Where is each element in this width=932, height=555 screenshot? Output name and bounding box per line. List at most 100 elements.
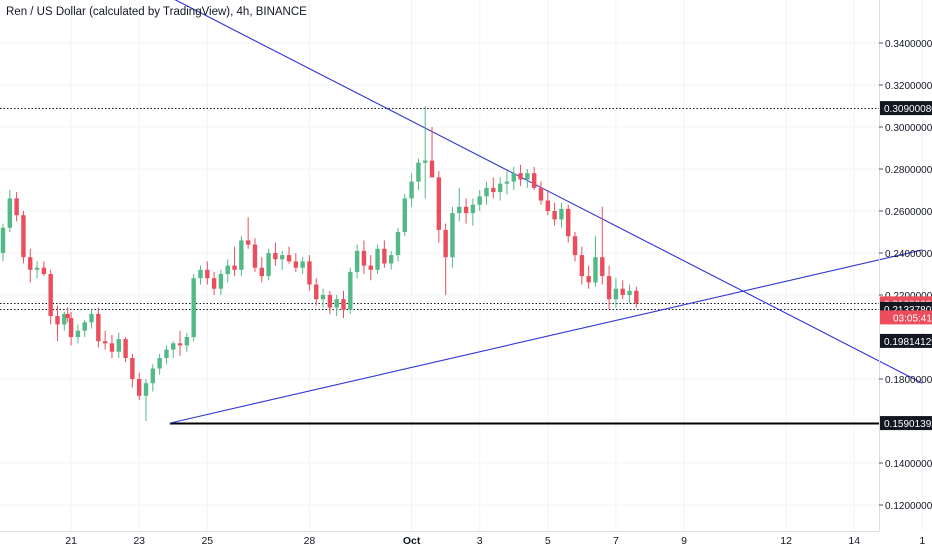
candle: [273, 242, 278, 266]
candle: [130, 353, 135, 388]
countdown-label: 03:05:41: [893, 313, 932, 324]
candle: [143, 379, 149, 421]
candle: [463, 198, 469, 224]
candle: [620, 280, 625, 300]
candle-body: [211, 278, 217, 289]
candle: [566, 204, 571, 243]
candle-body: [572, 236, 578, 256]
candle: [361, 240, 367, 274]
candle-body: [239, 240, 244, 270]
candle: [613, 278, 619, 308]
candle-body: [429, 160, 435, 178]
candle: [293, 253, 299, 272]
trendline-ascending: [169, 249, 923, 424]
candle: [531, 166, 537, 190]
candle-body: [484, 187, 489, 197]
candle: [96, 307, 101, 348]
candle: [102, 330, 108, 350]
candle-body: [416, 162, 421, 182]
candle-body: [627, 290, 632, 295]
candle-body: [300, 261, 305, 268]
x-tick-label: 9: [681, 535, 687, 547]
y-tick-label: 0.12000000: [885, 501, 932, 512]
candle: [470, 198, 476, 226]
candle-body: [348, 271, 353, 310]
candle: [75, 324, 81, 344]
candle-body: [613, 288, 619, 300]
candle-body: [477, 196, 482, 205]
candle: [559, 202, 564, 228]
candle-body: [198, 269, 203, 279]
candle-body: [177, 343, 183, 346]
trendline-descending: [174, 0, 923, 384]
candle: [497, 177, 503, 201]
candle-body: [116, 339, 121, 352]
x-tick-label: 12: [780, 535, 792, 547]
candle-body: [538, 187, 544, 201]
candle: [259, 257, 264, 283]
candle: [354, 244, 360, 279]
candle: [211, 271, 217, 295]
candle: [34, 261, 40, 279]
candle-body: [164, 349, 169, 358]
price-level-label-bg: [880, 416, 932, 431]
candle: [600, 206, 605, 285]
x-tick-label: 21: [65, 535, 77, 547]
candle-body: [634, 290, 639, 304]
candle: [21, 211, 26, 264]
candle: [545, 190, 550, 216]
candle-body: [388, 255, 394, 264]
candle: [198, 265, 203, 285]
candle-body: [409, 181, 414, 199]
candle: [388, 250, 394, 270]
candle: [572, 232, 578, 262]
candle-body: [518, 173, 523, 180]
candle-body: [606, 276, 612, 300]
candle: [320, 288, 326, 308]
candle-body: [75, 330, 81, 337]
candle-body: [382, 248, 387, 264]
candle-body: [205, 269, 210, 279]
candle: [416, 158, 421, 190]
candle: [409, 173, 414, 207]
candle: [436, 171, 442, 243]
candle: [177, 330, 183, 356]
candle: [511, 166, 516, 190]
x-tick-label: 1: [919, 535, 925, 547]
candle: [429, 127, 435, 178]
candle-body: [65, 313, 70, 319]
candle-body: [82, 322, 87, 331]
candle-body: [273, 253, 278, 260]
candle: [382, 240, 387, 268]
candle: [62, 311, 67, 331]
price-level-label: 0.19814129: [884, 337, 932, 348]
candle: [239, 236, 244, 277]
x-tick-label: 3: [477, 535, 483, 547]
candle: [375, 244, 380, 274]
candle-body: [123, 339, 128, 358]
candle: [341, 290, 346, 319]
x-tick-label: 7: [613, 535, 619, 547]
candle: [171, 341, 176, 358]
candle: [150, 364, 156, 392]
candle: [252, 238, 258, 272]
candle-body: [314, 284, 319, 300]
candle: [484, 181, 489, 205]
price-level-label: 0.30900080: [884, 104, 932, 115]
candle: [348, 267, 353, 314]
candle-body: [0, 227, 6, 253]
x-tick-label: 28: [304, 535, 316, 547]
candle-body: [34, 267, 40, 270]
candle-body: [334, 299, 339, 308]
x-tick-label: Oct: [403, 535, 421, 547]
candle: [443, 223, 448, 295]
candle: [307, 255, 312, 291]
candle-body: [96, 313, 101, 342]
candle-body: [280, 255, 285, 260]
candle-body: [545, 200, 550, 211]
candle-body: [443, 229, 448, 258]
candle-body: [450, 213, 455, 258]
